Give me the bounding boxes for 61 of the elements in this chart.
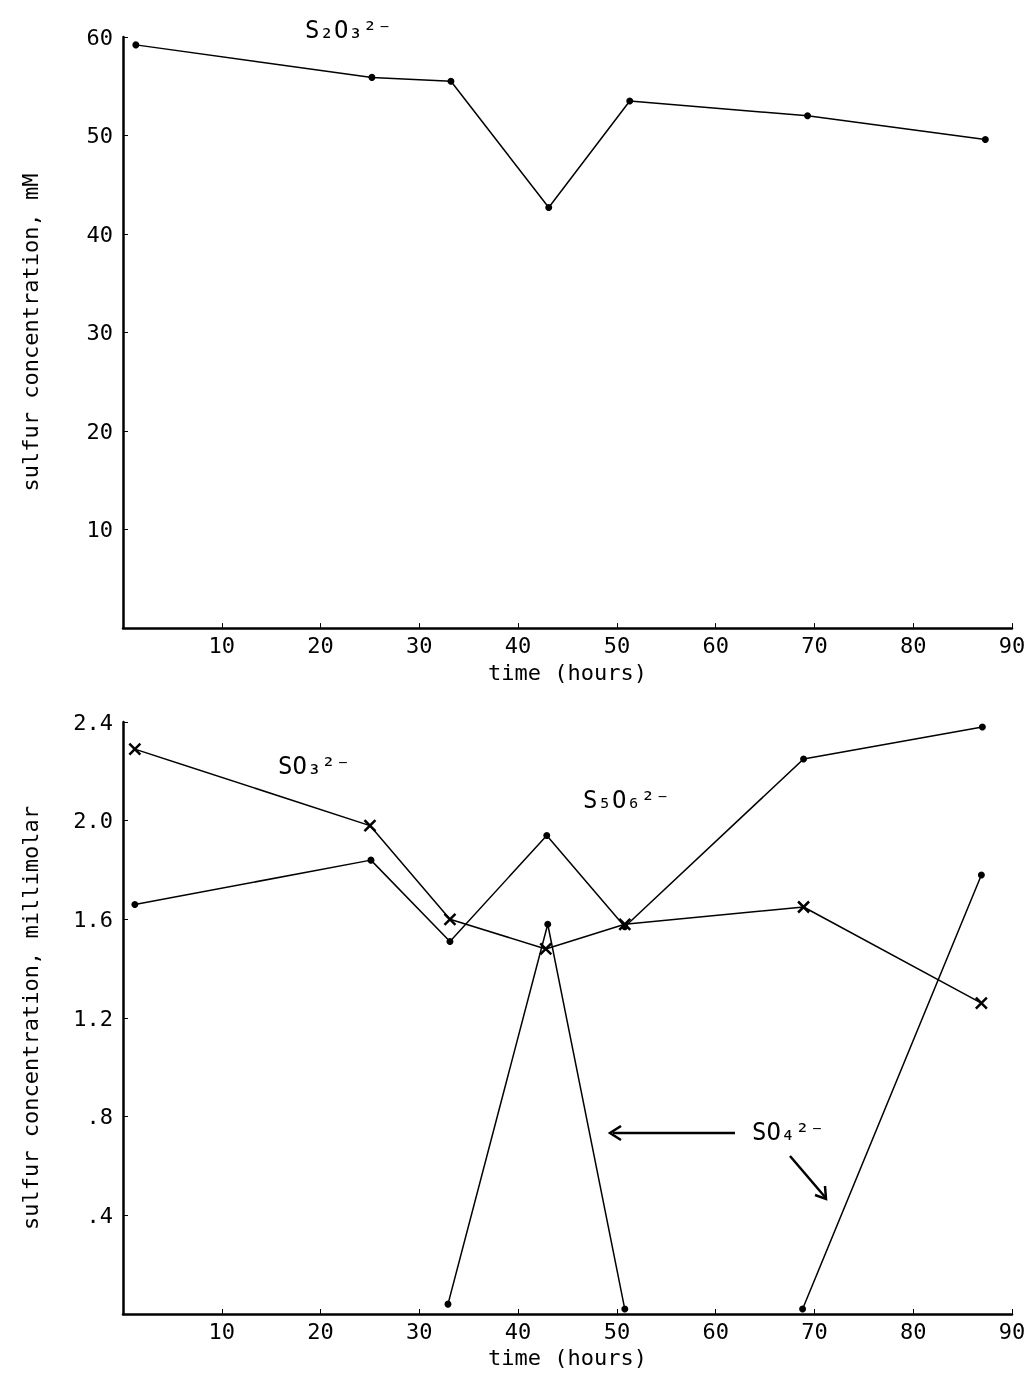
point: [800, 755, 808, 763]
series-label: S₂O₃²⁻: [305, 16, 392, 44]
x-tick-label: 20: [307, 632, 334, 658]
series-label: S₅O₆²⁻: [583, 786, 670, 814]
point: [443, 912, 457, 927]
x-axis-title: time (hours): [488, 1345, 647, 1371]
point: [543, 831, 551, 839]
point: [796, 900, 811, 914]
y-tick-label: 50: [86, 123, 113, 149]
x-tick-label: 20: [307, 1318, 334, 1344]
y-tick-label: 20: [86, 418, 113, 444]
point: [368, 73, 376, 81]
point: [545, 203, 553, 211]
x-tick-label: 50: [603, 1318, 631, 1344]
y-tick-label: 10: [86, 517, 113, 543]
point: [447, 77, 455, 85]
x-tick-label: 80: [899, 632, 927, 658]
x-tick-label: 30: [406, 1318, 433, 1344]
point: [446, 938, 454, 946]
x-tick-label: 10: [208, 1318, 236, 1344]
y-tick-label: .4: [86, 1202, 113, 1228]
point: [974, 996, 989, 1010]
point: [128, 742, 142, 756]
y-axis-title: sulfur concentration, millimolar: [17, 806, 43, 1230]
point: [981, 135, 989, 143]
point: [363, 818, 377, 833]
y-tick-label: .8: [86, 1104, 113, 1130]
x-tick-label: 10: [208, 632, 236, 658]
point: [544, 920, 552, 928]
series-label: SO₄²⁻: [752, 1118, 825, 1146]
x-tick-label: 30: [406, 632, 433, 658]
point: [626, 97, 634, 105]
x-axis-title: time (hours): [488, 659, 647, 685]
y-tick-label: 40: [86, 221, 113, 247]
x-tick-label: 90: [998, 632, 1026, 658]
x-tick-label: 90: [998, 1318, 1026, 1344]
point: [131, 901, 139, 909]
point: [618, 917, 632, 932]
y-tick-label: 1.2: [73, 1005, 113, 1031]
y-tick-label: 1.6: [73, 906, 113, 932]
y-axis-title: sulfur concentration, mM: [17, 173, 43, 492]
x-tick-label: 70: [801, 632, 828, 658]
y-tick-label: 60: [86, 24, 113, 50]
x-tick-label: 50: [603, 632, 631, 658]
x-tick-label: 70: [801, 1318, 828, 1344]
x-tick-label: 60: [702, 1318, 729, 1344]
point: [367, 856, 375, 864]
point: [978, 723, 986, 731]
y-tick-label: 2.4: [73, 709, 113, 735]
x-tick-label: 40: [504, 1318, 532, 1344]
point: [621, 1305, 629, 1313]
y-tick-label: 2.0: [73, 808, 113, 834]
x-tick-label: 40: [504, 632, 532, 658]
point: [132, 41, 140, 49]
y-tick-label: 30: [86, 320, 113, 346]
x-tick-label: 60: [702, 632, 729, 658]
point: [804, 112, 812, 120]
series-label: SO₃²⁻: [278, 752, 351, 780]
point: [977, 871, 985, 879]
x-tick-label: 80: [899, 1318, 927, 1344]
point: [799, 1305, 807, 1313]
